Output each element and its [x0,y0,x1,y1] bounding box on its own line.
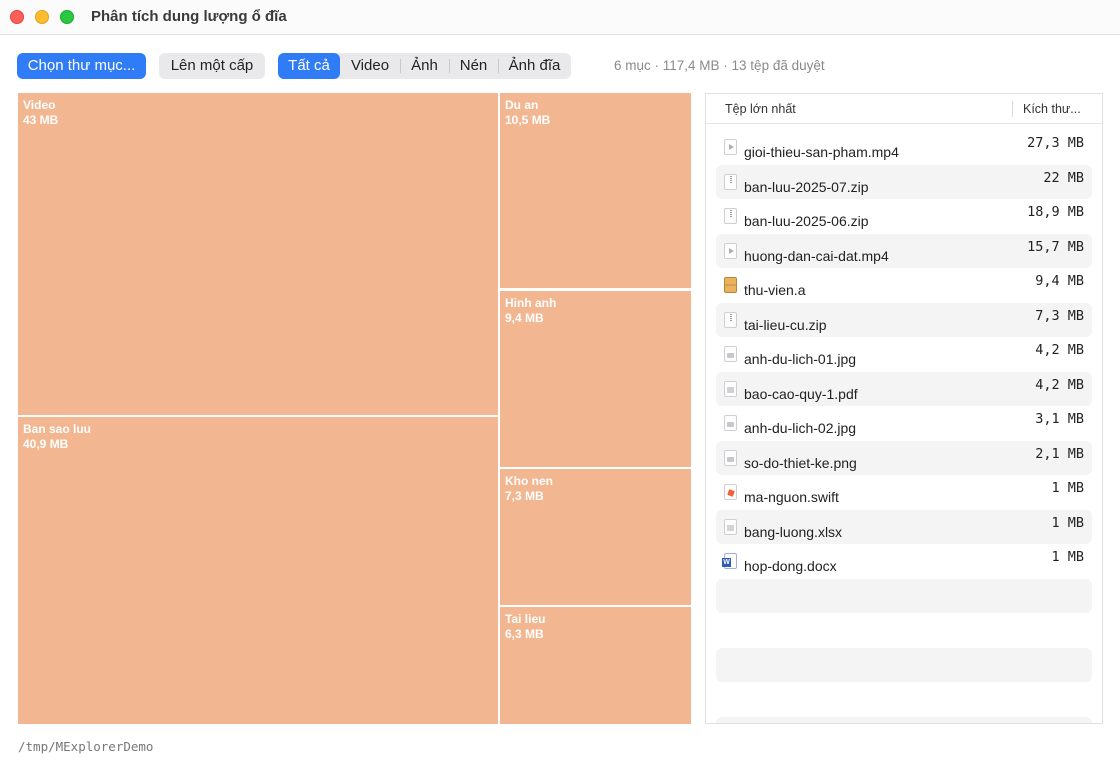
filter-segmented-control: Tất cả Video Ảnh Nén Ảnh đĩa [278,53,571,79]
table-row[interactable]: gioi-thieu-san-pham.mp4 27,3 MB [716,130,1092,165]
treemap-tile[interactable]: Ban sao luu 40,9 MB [18,417,498,724]
filter-video-segment[interactable]: Video [350,57,390,74]
file-rows: gioi-thieu-san-pham.mp4 27,3 MB ban-luu-… [716,130,1092,723]
table-row[interactable]: ban-luu-2025-07.zip 22 MB [716,164,1092,199]
window-title: Phân tích dung lượng ổ đĩa [91,8,287,25]
table-row[interactable]: bang-luong.xlsx 1 MB [716,509,1092,544]
tile-size: 43 MB [23,113,59,127]
file-size: 1 MB [1051,480,1084,496]
table-row[interactable]: anh-du-lich-02.jpg 3,1 MB [716,406,1092,441]
table-row[interactable]: hop-dong.docx 1 MB [716,544,1092,579]
table-row[interactable]: bao-cao-quy-1.pdf 4,2 MB [716,371,1092,406]
table-row[interactable]: thu-vien.a 9,4 MB [716,268,1092,303]
treemap-tile[interactable]: Video 43 MB [18,93,498,415]
file-size: 27,3 MB [1027,135,1084,151]
file-size: 2,1 MB [1035,445,1084,462]
table-row[interactable]: ma-nguon.swift 1 MB [716,475,1092,510]
largest-files-table[interactable]: Tệp lớn nhất Kích thư... gioi-thieu-san-… [705,93,1103,724]
treemap-tile[interactable]: Kho nen 7,3 MB [500,469,691,605]
word-file-icon [722,553,737,569]
image-file-icon [724,449,737,466]
tile-size: 10,5 MB [505,113,551,127]
file-name: tai-lieu-cu.zip [744,316,827,333]
swift-file-icon [724,484,737,500]
file-name: bang-luong.xlsx [744,523,843,540]
tile-name: Ban sao luu [23,422,92,436]
tile-size: 9,4 MB [505,311,544,325]
video-file-icon [724,242,737,259]
tile-name: Kho nen [505,474,553,488]
file-name: ma-nguon.swift [744,489,839,505]
pdf-file-icon [724,380,737,397]
title-bar: Phân tích dung lượng ổ đĩa [0,0,1120,35]
file-size: 22 MB [1043,169,1084,186]
scan-summary: 6 mục · 117,4 MB · 13 tệp đã duyệt [614,58,825,73]
treemap: Video 43 MB Ban sao luu 40,9 MB Du an 10… [18,93,691,724]
tile-size: 6,3 MB [505,627,544,641]
empty-row [716,647,1092,682]
column-divider[interactable] [1012,101,1013,117]
column-header-name[interactable]: Tệp lớn nhất [725,102,796,116]
up-one-level-button[interactable]: Lên một cấp [159,53,265,79]
filter-archive-segment[interactable]: Nén [449,53,498,79]
file-name: gioi-thieu-san-pham.mp4 [744,144,899,160]
filter-all-segment[interactable]: Tất cả [278,53,340,79]
zip-file-icon [724,208,737,224]
current-path: /tmp/MExplorerDemo [18,739,154,754]
file-name: so-do-thiet-ke.png [744,454,857,471]
treemap-tile[interactable]: Tai lieu 6,3 MB [500,607,691,724]
file-size: 15,7 MB [1027,238,1084,255]
file-size: 1 MB [1051,549,1084,565]
column-header-size[interactable]: Kích thư... [1023,102,1081,116]
table-row[interactable]: anh-du-lich-01.jpg 4,2 MB [716,337,1092,372]
table-row[interactable]: so-do-thiet-ke.png 2,1 MB [716,440,1092,475]
filter-disk-image-segment[interactable]: Ảnh đĩa [498,53,571,79]
table-row[interactable]: tai-lieu-cu.zip 7,3 MB [716,302,1092,337]
spreadsheet-file-icon [724,518,737,535]
file-size: 4,2 MB [1035,376,1084,393]
file-name: anh-du-lich-01.jpg [744,351,857,367]
library-file-icon [724,277,737,293]
choose-folder-button[interactable]: Chọn thư mục... [17,53,146,79]
file-name: bao-cao-quy-1.pdf [744,385,858,402]
tile-name: Video [23,98,56,112]
empty-row [716,578,1092,613]
table-row[interactable]: ban-luu-2025-06.zip 18,9 MB [716,199,1092,234]
zip-file-icon [724,311,737,328]
tile-name: Du an [505,98,539,112]
close-window-button[interactable] [10,10,24,24]
image-file-icon [724,346,737,362]
file-name: huong-dan-cai-dat.mp4 [744,247,889,264]
empty-row [716,613,1092,648]
empty-row [716,682,1092,717]
file-size: 7,3 MB [1035,307,1084,324]
file-name: ban-luu-2025-06.zip [744,213,869,229]
video-file-icon [724,139,737,155]
file-name: thu-vien.a [744,282,806,298]
file-size: 9,4 MB [1035,273,1084,289]
file-size: 1 MB [1051,514,1084,531]
file-name: ban-luu-2025-07.zip [744,178,869,195]
empty-row [716,716,1092,723]
file-size: 3,1 MB [1035,411,1084,427]
zip-file-icon [724,173,737,190]
file-name: anh-du-lich-02.jpg [744,420,857,436]
treemap-tile[interactable]: Hinh anh 9,4 MB [500,291,691,467]
file-size: 4,2 MB [1035,342,1084,358]
minimize-window-button[interactable] [35,10,49,24]
tile-name: Hinh anh [505,296,557,310]
table-header: Tệp lớn nhất Kích thư... [706,94,1102,124]
filter-image-segment[interactable]: Ảnh [400,53,449,79]
file-size: 18,9 MB [1027,204,1084,220]
tile-size: 7,3 MB [505,489,544,503]
file-name: hop-dong.docx [744,558,837,574]
treemap-tile[interactable]: Du an 10,5 MB [500,93,691,288]
table-row[interactable]: huong-dan-cai-dat.mp4 15,7 MB [716,233,1092,268]
zoom-window-button[interactable] [60,10,74,24]
tile-name: Tai lieu [505,612,546,626]
tile-size: 40,9 MB [23,437,69,451]
image-file-icon [724,415,737,431]
